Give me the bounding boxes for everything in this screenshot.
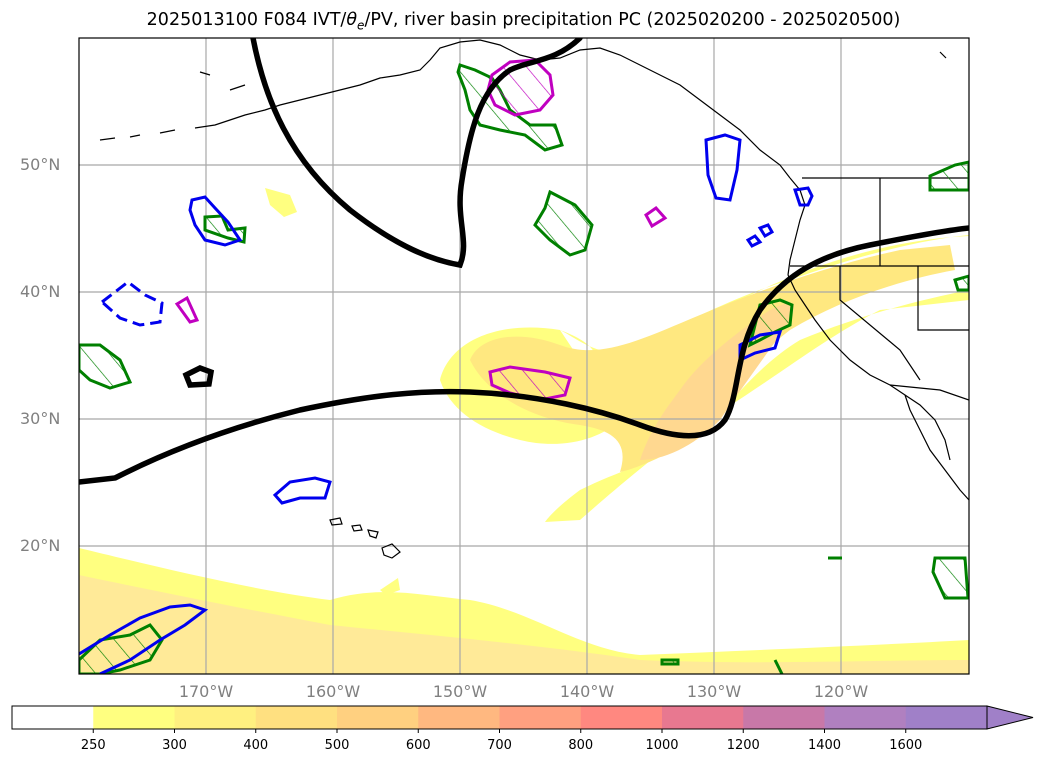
colorbar-box [93, 706, 175, 729]
pv-contour-main [79, 225, 969, 485]
colorbar-tick-label: 500 [324, 738, 350, 753]
lat-label-50: 50°N [20, 155, 61, 174]
colorbar-tick-label: 250 [80, 738, 106, 753]
green-contour-ne [928, 160, 969, 192]
colorbar-tick-label: 800 [568, 738, 594, 753]
colorbar-box [499, 706, 582, 729]
blue-contour-2 [704, 133, 742, 202]
pv-contour [79, 38, 969, 485]
state-border-3 [839, 266, 921, 381]
lat-label-20: 20°N [20, 536, 61, 555]
ivt-band-300 [79, 575, 969, 674]
us-west-coast [787, 274, 951, 461]
colorbar-tick-label: 1200 [726, 738, 760, 753]
green-contour-ne2 [953, 274, 969, 292]
lon-label-170w: 170°W [178, 682, 234, 701]
blue-contour-sw [79, 603, 209, 674]
blue-contour-5 [757, 223, 775, 239]
colorbar-box [824, 706, 907, 729]
pv-contour-north [250, 38, 583, 269]
hawaii-3 [367, 529, 379, 539]
colorbar [11, 705, 1034, 733]
hawaii-4 [381, 543, 401, 559]
lon-label-130w: 130°W [686, 682, 742, 701]
ivt-band-250-small [265, 188, 297, 217]
map-frame [78, 37, 970, 675]
magenta-contour-center [488, 365, 572, 402]
blue-contour-dashed [99, 280, 164, 327]
green-contour-center [533, 189, 594, 257]
blue-contour-6 [272, 476, 332, 505]
grid-lines [79, 38, 969, 674]
lon-label-150w: 150°W [432, 682, 488, 701]
magenta-contour-small2 [174, 295, 200, 324]
colorbar-tick-label: 1600 [889, 738, 923, 753]
colorbar-box [337, 706, 419, 729]
green-contour-sw [79, 623, 164, 674]
blue-contour-4 [745, 234, 763, 248]
colorbar-box [255, 706, 338, 729]
colorbar-boxes [11, 705, 1034, 733]
colorbar-tick-label: 600 [405, 738, 431, 753]
colorbar-tick-label: 400 [243, 738, 269, 753]
coastlines [99, 39, 969, 559]
colorbar-box [743, 706, 825, 729]
green-contour-se [931, 556, 969, 600]
lon-label-140w: 140°W [559, 682, 615, 701]
colorbar-box [662, 706, 744, 729]
green-contour-small3 [773, 659, 784, 674]
colorbar-tick-label: 700 [487, 738, 512, 753]
blue-contours [79, 133, 814, 674]
magenta-contour-small1 [644, 206, 668, 229]
colorbar-tick-label: 1000 [645, 738, 679, 753]
lon-label-160w: 160°W [305, 682, 361, 701]
chart-title: 2025013100 F084 IVT/θe/PV, river basin p… [146, 10, 901, 33]
state-border-4 [917, 266, 969, 331]
blue-contour-3 [793, 186, 814, 207]
lon-label-120w: 120°W [813, 682, 869, 701]
green-hatched-contours [79, 63, 969, 674]
blue-contour-1 [188, 195, 243, 247]
mexico-border [889, 384, 969, 401]
colorbar-box [12, 706, 94, 729]
green-contour-small1 [660, 658, 680, 666]
aleutian-islands [99, 51, 947, 141]
green-contour-left [79, 343, 133, 390]
baja-coast [904, 394, 969, 501]
colorbar-box [905, 706, 988, 729]
colorbar-extend-arrow [986, 705, 1034, 730]
ivt-band-250-small2 [380, 578, 400, 595]
hawaii-1 [329, 517, 343, 526]
pv-contour-small [182, 365, 215, 388]
colorbar-tick-label: 1400 [807, 738, 842, 753]
colorbar-tick-label: 300 [162, 738, 187, 753]
colorbar-box [580, 706, 663, 729]
lat-label-40: 40°N [20, 282, 61, 301]
hawaii-2 [351, 524, 363, 532]
map-panel [78, 37, 970, 675]
colorbar-box [418, 706, 500, 729]
lat-label-30: 30°N [20, 409, 61, 428]
alaska-coast [194, 39, 791, 179]
colorbar-box [174, 706, 257, 729]
